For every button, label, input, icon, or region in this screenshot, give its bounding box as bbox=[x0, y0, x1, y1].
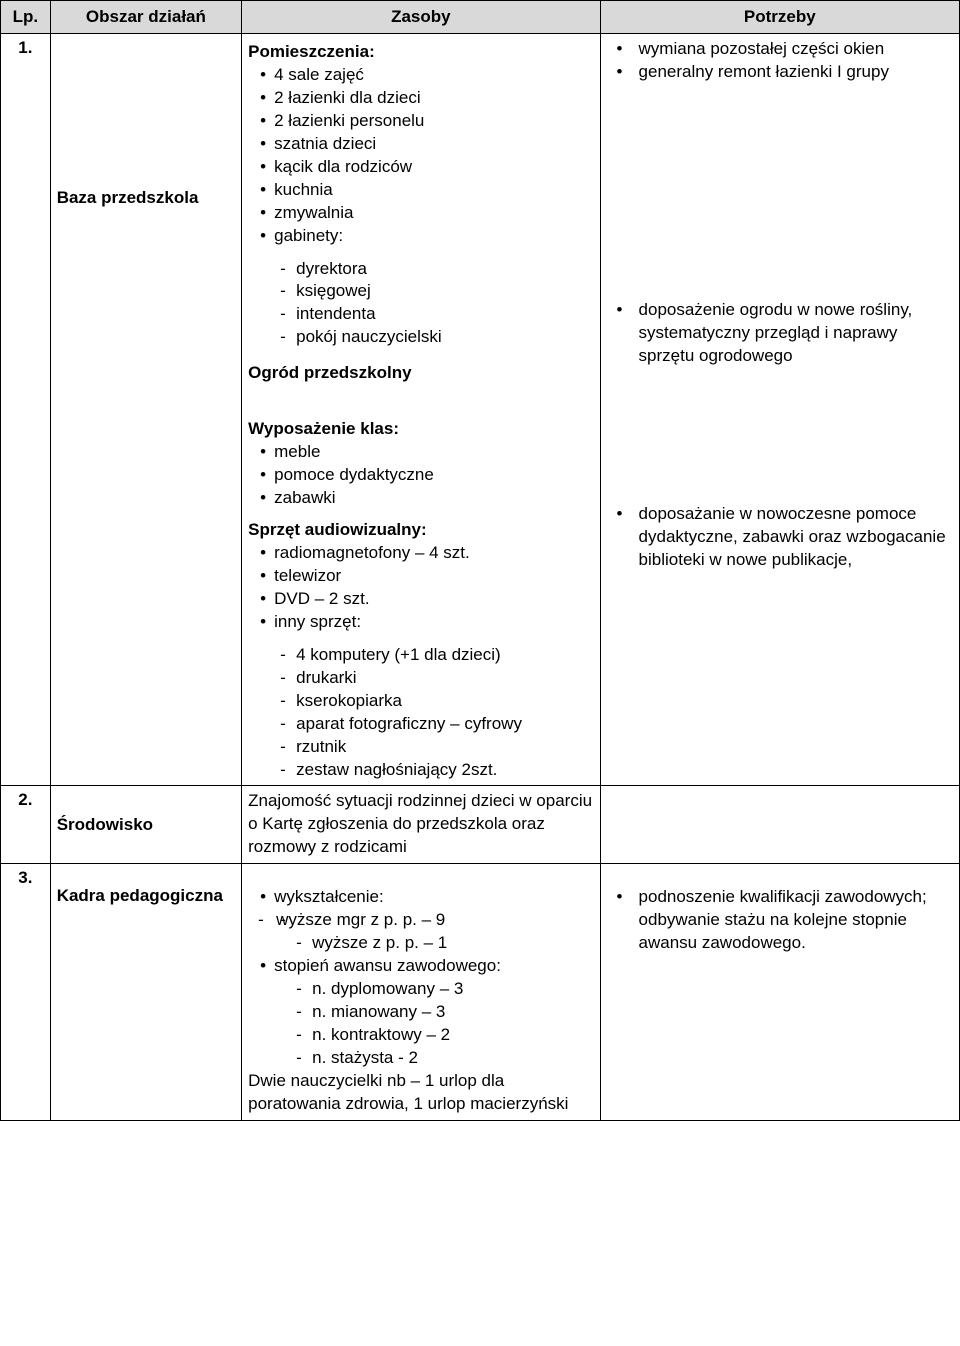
list-item: -wyższe mgr z p. p. – 9 bbox=[248, 909, 593, 932]
list-item: wyższe z p. p. – 1 bbox=[248, 932, 593, 955]
ogrod-title: Ogród przedszkolny bbox=[248, 363, 593, 383]
row1-resources: Pomieszczenia: 4 sale zajęć 2 łazienki d… bbox=[242, 34, 600, 786]
list-item: zestaw nagłośniający 2szt. bbox=[248, 759, 593, 782]
list-item: wymiana pozostałej części okien bbox=[607, 38, 953, 61]
row3-deg-list: stopień awansu zawodowego: bbox=[248, 955, 593, 978]
list-item: pokój nauczycielski bbox=[248, 326, 593, 349]
sprzet-sublist: 4 komputery (+1 dla dzieci) drukarki kse… bbox=[248, 644, 593, 782]
list-item: 2 łazienki dla dzieci bbox=[248, 87, 593, 110]
list-item: zmywalnia bbox=[248, 202, 593, 225]
row3-edu-list: wykształcenie: bbox=[248, 886, 593, 909]
row2-res-text: Znajomość sytuacji rodzinnej dzieci w op… bbox=[248, 790, 593, 859]
row1-needs-list-bot: doposażanie w nowoczesne pomoce dydaktyc… bbox=[607, 503, 953, 572]
list-item: 4 komputery (+1 dla dzieci) bbox=[248, 644, 593, 667]
row3-edu-sublist: -wyższe mgr z p. p. – 9 bbox=[248, 909, 593, 932]
list-item: doposażanie w nowoczesne pomoce dydaktyc… bbox=[607, 503, 953, 572]
list-item: dyrektora bbox=[248, 258, 593, 281]
row3-edu-sublist2: wyższe z p. p. – 1 bbox=[248, 932, 593, 955]
table-row: 2. Środowisko Znajomość sytuacji rodzinn… bbox=[1, 786, 960, 864]
list-item: zabawki bbox=[248, 487, 593, 510]
list-item: gabinety: bbox=[248, 225, 593, 248]
list-item: kącik dla rodziców bbox=[248, 156, 593, 179]
list-item: inny sprzęt: bbox=[248, 611, 593, 634]
list-item: rzutnik bbox=[248, 736, 593, 759]
header-row: Lp. Obszar działań Zasoby Potrzeby bbox=[1, 1, 960, 34]
main-table: Lp. Obszar działań Zasoby Potrzeby 1. Ba… bbox=[0, 0, 960, 1121]
row3-needs: podnoszenie kwalifikacji zawodowych; odb… bbox=[600, 864, 959, 1120]
row3-extra: Dwie nauczycielki nb – 1 urlop dla porat… bbox=[248, 1070, 593, 1116]
pomieszczenia-title: Pomieszczenia: bbox=[248, 42, 593, 62]
row2-area: Środowisko bbox=[50, 786, 241, 864]
list-item: szatnia dzieci bbox=[248, 133, 593, 156]
list-item: podnoszenie kwalifikacji zawodowych; odb… bbox=[607, 886, 953, 955]
list-item: DVD – 2 szt. bbox=[248, 588, 593, 611]
row1-num: 1. bbox=[1, 34, 51, 786]
list-item: kserokopiarka bbox=[248, 690, 593, 713]
row3-resources: wykształcenie: -wyższe mgr z p. p. – 9 w… bbox=[242, 864, 600, 1120]
sprzet-list: radiomagnetofony – 4 szt. telewizor DVD … bbox=[248, 542, 593, 634]
row1-needs: wymiana pozostałej części okien generaln… bbox=[600, 34, 959, 786]
list-item: drukarki bbox=[248, 667, 593, 690]
list-item: pomoce dydaktyczne bbox=[248, 464, 593, 487]
list-item: n. mianowany – 3 bbox=[248, 1001, 593, 1024]
list-item: aparat fotograficzny – cyfrowy bbox=[248, 713, 593, 736]
list-item: generalny remont łazienki I grupy bbox=[607, 61, 953, 84]
list-item: wykształcenie: bbox=[248, 886, 593, 909]
row3-area: Kadra pedagogiczna bbox=[50, 864, 241, 1120]
list-item: radiomagnetofony – 4 szt. bbox=[248, 542, 593, 565]
pomieszczenia-list: 4 sale zajęć 2 łazienki dla dzieci 2 łaz… bbox=[248, 64, 593, 248]
table-row: 1. Baza przedszkola Pomieszczenia: 4 sal… bbox=[1, 34, 960, 786]
wyposazenie-title: Wyposażenie klas: bbox=[248, 419, 593, 439]
list-item: telewizor bbox=[248, 565, 593, 588]
header-area: Obszar działań bbox=[50, 1, 241, 34]
header-res: Zasoby bbox=[242, 1, 600, 34]
row3-num: 3. bbox=[1, 864, 51, 1120]
gabinety-sublist: dyrektora księgowej intendenta pokój nau… bbox=[248, 258, 593, 350]
list-item: doposażenie ogrodu w nowe rośliny, syste… bbox=[607, 299, 953, 368]
row1-needs-list-top: wymiana pozostałej części okien generaln… bbox=[607, 38, 953, 84]
row1-needs-list-mid: doposażenie ogrodu w nowe rośliny, syste… bbox=[607, 299, 953, 368]
list-item: kuchnia bbox=[248, 179, 593, 202]
row2-resources: Znajomość sytuacji rodzinnej dzieci w op… bbox=[242, 786, 600, 864]
list-item: stopień awansu zawodowego: bbox=[248, 955, 593, 978]
row3-deg-sublist: n. dyplomowany – 3 n. mianowany – 3 n. k… bbox=[248, 978, 593, 1070]
list-item: n. stażysta - 2 bbox=[248, 1047, 593, 1070]
row2-num: 2. bbox=[1, 786, 51, 864]
list-item: n. dyplomowany – 3 bbox=[248, 978, 593, 1001]
row2-needs bbox=[600, 786, 959, 864]
header-needs: Potrzeby bbox=[600, 1, 959, 34]
list-item: 4 sale zajęć bbox=[248, 64, 593, 87]
row2-area-label: Środowisko bbox=[57, 815, 235, 835]
header-lp: Lp. bbox=[1, 1, 51, 34]
list-item: intendenta bbox=[248, 303, 593, 326]
row1-area: Baza przedszkola bbox=[50, 34, 241, 786]
row3-needs-list: podnoszenie kwalifikacji zawodowych; odb… bbox=[607, 886, 953, 955]
wyposazenie-list: meble pomoce dydaktyczne zabawki bbox=[248, 441, 593, 510]
list-item: meble bbox=[248, 441, 593, 464]
row1-area-label: Baza przedszkola bbox=[57, 188, 235, 208]
table-row: 3. Kadra pedagogiczna wykształcenie: -wy… bbox=[1, 864, 960, 1120]
sprzet-title: Sprzęt audiowizualny: bbox=[248, 520, 593, 540]
list-item: n. kontraktowy – 2 bbox=[248, 1024, 593, 1047]
list-item: 2 łazienki personelu bbox=[248, 110, 593, 133]
list-item: księgowej bbox=[248, 280, 593, 303]
row3-area-label: Kadra pedagogiczna bbox=[57, 886, 235, 906]
